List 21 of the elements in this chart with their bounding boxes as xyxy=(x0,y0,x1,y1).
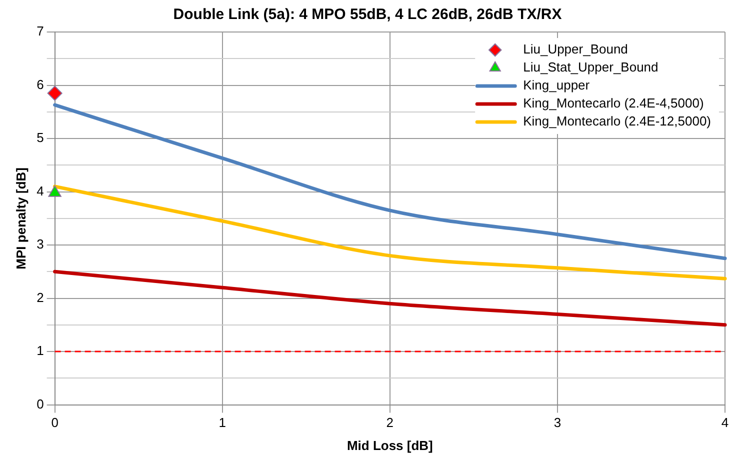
x-tick-label: 2 xyxy=(386,415,394,430)
legend-label: Liu_Upper_Bound xyxy=(523,42,628,57)
chart-title: Double Link (5a): 4 MPO 55dB, 4 LC 26dB, 26dB TX/RX xyxy=(173,6,562,24)
y-tick-label: 2 xyxy=(36,290,44,305)
y-tick-label: 0 xyxy=(36,396,44,412)
x-tick-label: 4 xyxy=(721,415,729,430)
y-tick-label: 5 xyxy=(36,130,44,146)
x-tick-label: 3 xyxy=(554,415,562,430)
legend-label: King_Montecarlo (2.4E-12,5000) xyxy=(523,114,711,129)
x-tick-label: 1 xyxy=(218,415,226,430)
legend-label: King_upper xyxy=(523,78,590,93)
y-tick-label: 4 xyxy=(36,183,44,198)
legend-label: Liu_Stat_Upper_Bound xyxy=(523,60,658,75)
y-tick-label: 3 xyxy=(36,236,44,252)
y-axis-title: MPI penalty [dB] xyxy=(13,167,28,270)
legend-label: King_Montecarlo (2.4E-4,5000) xyxy=(523,96,704,111)
y-tick-label: 6 xyxy=(36,76,44,92)
y-tick-label: 1 xyxy=(36,343,44,358)
y-tick-label: 7 xyxy=(36,24,44,39)
x-tick-label: 0 xyxy=(51,415,58,430)
x-axis-title: Mid Loss [dB] xyxy=(346,438,433,453)
